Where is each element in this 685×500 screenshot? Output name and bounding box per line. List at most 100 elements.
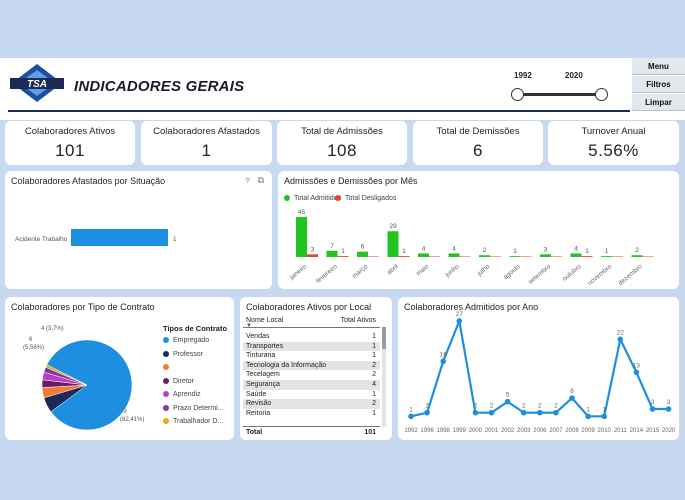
table-row[interactable]: Transportes 1: [243, 341, 380, 352]
bar-desligados-8[interactable]: [551, 256, 562, 258]
label-admitidos-9: 4: [574, 245, 578, 252]
contrato-legend-item-1[interactable]: Professor: [163, 351, 203, 358]
afastados-title: Colaboradores Afastados por Situação: [11, 176, 166, 186]
row-name: Tecelagem: [246, 371, 280, 379]
slider-handle-end[interactable]: [595, 88, 608, 101]
table-row[interactable]: Reitoria 1: [243, 408, 380, 419]
line-point-6[interactable]: [504, 398, 511, 405]
label-admitidos-6: 2: [483, 247, 487, 254]
year-range-slider[interactable]: 1992 2020: [505, 66, 615, 106]
point-label-5: 2: [490, 403, 494, 410]
line-point-10[interactable]: [569, 395, 575, 401]
bar-admitidos-2[interactable]: [357, 251, 368, 257]
pie-slice-6[interactable]: [45, 364, 88, 386]
point-label-16: 3: [667, 399, 671, 406]
bar-admitidos-9[interactable]: [570, 253, 582, 257]
focus-mode-icon[interactable]: ⧉: [257, 175, 264, 185]
bar-admitidos-11[interactable]: [631, 255, 643, 257]
bar-desligados-10[interactable]: [612, 256, 623, 258]
afastados-bar[interactable]: [71, 229, 168, 246]
row-name: Segurança: [246, 381, 280, 388]
line-point-5[interactable]: [488, 409, 495, 416]
filter-icon[interactable]: ▿: [245, 175, 251, 185]
line-point-13[interactable]: [617, 336, 624, 343]
row-total: 2: [372, 361, 376, 369]
kpi-label: Colaboradores Ativos: [24, 126, 116, 137]
line-point-3[interactable]: [456, 318, 463, 324]
col-total-ativos[interactable]: Total Ativos: [340, 317, 376, 324]
table-row[interactable]: Segurança 4: [243, 380, 380, 390]
line-point-1[interactable]: [424, 409, 430, 416]
label-desligados-0: 3: [311, 246, 315, 253]
bar-admitidos-4[interactable]: [418, 253, 429, 257]
bar-desligados-2[interactable]: [368, 256, 379, 258]
kpi-label: Total de Demissões: [436, 126, 520, 137]
bar-admitidos-7[interactable]: [509, 256, 521, 257]
bar-desligados-9[interactable]: [581, 256, 593, 257]
bar-desligados-5[interactable]: [459, 256, 471, 258]
filtros-button[interactable]: Filtros: [632, 76, 685, 93]
contrato-legend-item-5[interactable]: Prazo Determi...: [163, 405, 224, 412]
contrato-legend-item-0[interactable]: Empregado: [163, 337, 209, 344]
sort-desc-icon[interactable]: ▼: [246, 323, 252, 329]
bar-desligados-3[interactable]: [398, 256, 410, 257]
table-scroll-thumb[interactable]: [382, 327, 386, 349]
bar-desligados-4[interactable]: [429, 256, 440, 258]
line-point-9[interactable]: [553, 409, 559, 416]
bar-admitidos-1[interactable]: [326, 250, 338, 257]
pie-slice-0[interactable]: [46, 339, 133, 431]
label-admitidos-8: 3: [544, 246, 548, 253]
table-row[interactable]: Tecnologia da Informação 2: [243, 360, 380, 371]
bar-desligados-7[interactable]: [520, 256, 532, 258]
line-point-2[interactable]: [440, 358, 446, 365]
line-point-8[interactable]: [537, 409, 543, 416]
line-point-4[interactable]: [472, 409, 479, 416]
line-point-15[interactable]: [649, 406, 656, 412]
total-value: 101: [364, 429, 376, 436]
kpi-label: Turnover Anual: [581, 126, 646, 137]
month-tick-1: fevereiro: [315, 263, 339, 285]
table-row[interactable]: Saúde 1: [243, 389, 380, 400]
contrato-legend-item-3[interactable]: Diretor: [163, 378, 194, 385]
slider-handle-start[interactable]: [511, 88, 524, 101]
bar-admitidos-6[interactable]: [479, 255, 490, 257]
legend-desligados[interactable]: Total Desligados: [335, 195, 396, 202]
line-point-11[interactable]: [585, 413, 591, 420]
table-row[interactable]: Vendas 1: [243, 332, 380, 342]
bar-desligados-1[interactable]: [337, 256, 349, 257]
line-point-7[interactable]: [520, 409, 527, 416]
col-nome-local[interactable]: Nome Local: [246, 317, 284, 324]
line-point-16[interactable]: [665, 406, 672, 412]
bar-desligados-0[interactable]: [307, 254, 318, 257]
line-point-14[interactable]: [633, 369, 640, 376]
legend-dot: [163, 350, 169, 357]
locais-total-row: Total 101: [243, 426, 380, 437]
line-point-12[interactable]: [601, 413, 607, 420]
table-row[interactable]: Tecelagem 2: [243, 370, 380, 380]
limpar-button[interactable]: Limpar: [632, 94, 685, 111]
contrato-legend-item-4[interactable]: Aprendiz: [163, 391, 201, 398]
label-admitidos-0: 45: [298, 209, 306, 216]
contrato-legend-item-6[interactable]: Trabalhador D...: [163, 418, 223, 425]
table-row[interactable]: Revisão 2: [243, 399, 380, 409]
year-tick-7: 2003: [517, 428, 531, 434]
bar-admitidos-3[interactable]: [387, 231, 399, 257]
bar-admitidos-10[interactable]: [601, 256, 612, 257]
bar-admitidos-0[interactable]: [296, 217, 307, 257]
point-label-10: 6: [570, 388, 574, 395]
legend-admitidos[interactable]: Total Admitidos: [284, 195, 341, 202]
bar-admitidos-8[interactable]: [540, 254, 551, 257]
menu-button[interactable]: Menu: [632, 58, 685, 75]
table-row[interactable]: Tinturaria 1: [243, 351, 380, 361]
row-total: 1: [372, 333, 376, 340]
year-tick-1: 1996: [420, 428, 434, 434]
bar-desligados-6[interactable]: [490, 256, 501, 258]
kpi-card-admissoes: Total de Admissões 108: [277, 121, 407, 165]
bar-admitidos-5[interactable]: [448, 253, 460, 257]
line-point-0[interactable]: [408, 413, 414, 420]
point-label-12: 1: [602, 406, 606, 413]
bar-desligados-11[interactable]: [642, 256, 654, 258]
contrato-legend-item-2[interactable]: [163, 364, 173, 371]
table-scrollbar[interactable]: [382, 327, 386, 427]
point-label-11: 1: [586, 406, 590, 413]
